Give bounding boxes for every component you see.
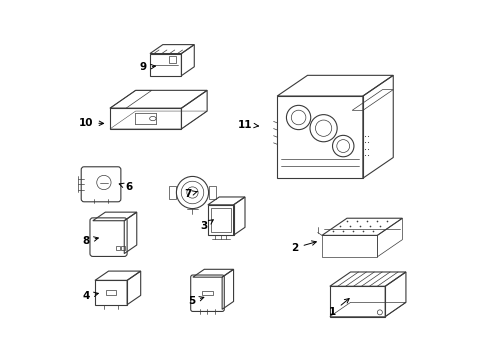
Text: 10: 10 (79, 118, 103, 128)
Text: 8: 8 (82, 236, 98, 246)
Text: 4: 4 (82, 291, 98, 301)
Text: 2: 2 (292, 241, 317, 253)
Text: 6: 6 (119, 182, 132, 192)
Text: 7: 7 (184, 189, 197, 199)
Text: 11: 11 (238, 120, 258, 130)
Text: 5: 5 (188, 296, 204, 306)
Text: 3: 3 (200, 220, 213, 231)
Text: 9: 9 (140, 63, 155, 72)
Text: 1: 1 (329, 298, 349, 317)
